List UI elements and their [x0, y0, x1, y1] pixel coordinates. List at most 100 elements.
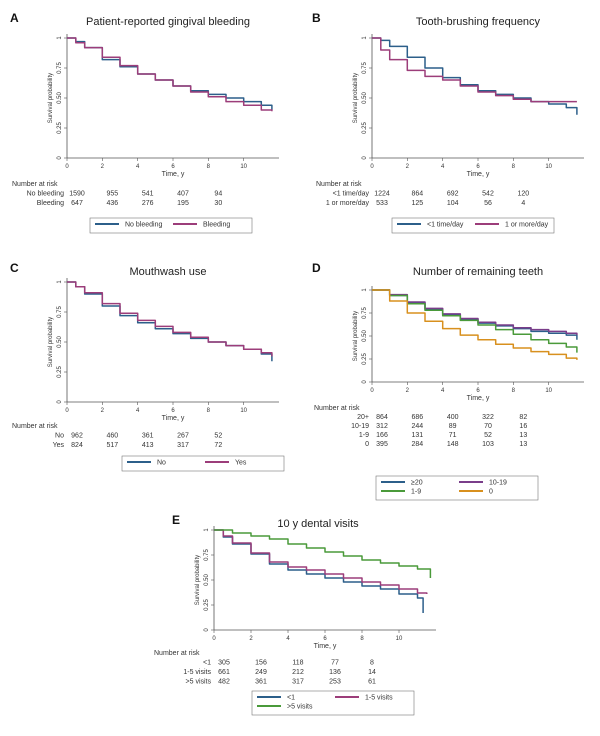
y-axis-label: Survival probability	[195, 555, 201, 605]
panel-title: Number of remaining teeth	[413, 266, 543, 278]
x-tick-label: 2	[406, 388, 410, 394]
risk-value: 692	[447, 191, 459, 198]
series-line	[67, 281, 273, 357]
x-tick-label: 2	[101, 408, 105, 414]
risk-value: 395	[376, 441, 388, 448]
y-tick-label: 1	[57, 36, 63, 40]
legend-label: 10-19	[489, 480, 507, 487]
panel-letter: E	[172, 513, 180, 527]
legend-label: <1	[287, 695, 295, 702]
risk-value: 72	[214, 442, 222, 449]
x-tick-label: 6	[476, 388, 480, 394]
x-axis-label: Time, y	[314, 643, 337, 650]
legend-label: Bleeding	[203, 222, 230, 229]
risk-value: 244	[411, 423, 423, 430]
series-line	[67, 37, 273, 112]
y-tick-label: 0	[362, 156, 368, 160]
legend-label: Yes	[235, 460, 247, 467]
series-line	[372, 289, 578, 336]
risk-value: 864	[376, 414, 388, 421]
y-tick-label: 0	[362, 380, 368, 384]
risk-value: 322	[482, 414, 494, 421]
risk-value: 317	[177, 442, 189, 449]
y-axis-label: Survival probability	[48, 317, 54, 367]
risk-value: 82	[519, 414, 527, 421]
legend-label: 0	[489, 489, 493, 496]
panel-letter: A	[10, 11, 19, 25]
x-tick-label: 4	[441, 388, 445, 394]
x-tick-label: 10	[396, 636, 403, 642]
panel-a: A Patient-reported gingival bleeding 0 0.25…	[10, 11, 279, 234]
series-line	[372, 37, 578, 115]
x-tick-label: 0	[212, 636, 216, 642]
risk-value: 71	[449, 432, 457, 439]
risk-row-label: <1	[203, 660, 211, 667]
x-axis-label: Time, y	[162, 415, 185, 422]
x-tick-label: 6	[323, 636, 327, 642]
risk-value: 517	[106, 442, 118, 449]
risk-value: 89	[449, 423, 457, 430]
risk-value: 864	[411, 191, 423, 198]
x-tick-label: 10	[240, 164, 247, 170]
risk-value: 267	[177, 433, 189, 440]
risk-table-title: Number at risk	[314, 405, 360, 412]
x-tick-label: 4	[136, 164, 140, 170]
risk-value: 195	[177, 200, 189, 207]
y-tick-label: 0.50	[362, 92, 368, 104]
risk-value: 955	[106, 191, 118, 198]
risk-value: 284	[411, 441, 423, 448]
y-tick-label: 0.25	[362, 122, 368, 134]
legend-box	[375, 475, 539, 501]
y-tick-label: 0.75	[362, 307, 368, 319]
panel-letter: D	[312, 261, 321, 275]
risk-value: 103	[482, 441, 494, 448]
y-tick-label: 0	[57, 156, 63, 160]
y-tick-label: 1	[204, 528, 210, 532]
legend-label: No bleeding	[125, 222, 162, 229]
x-tick-label: 10	[545, 388, 552, 394]
x-tick-label: 8	[360, 636, 364, 642]
risk-value: 686	[411, 414, 423, 421]
risk-value: 16	[519, 423, 527, 430]
risk-value: 413	[142, 442, 154, 449]
y-tick-label: 0.50	[57, 92, 63, 104]
risk-value: 13	[519, 441, 527, 448]
risk-value: 482	[218, 679, 230, 686]
risk-value: 52	[484, 432, 492, 439]
risk-table-title: Number at risk	[154, 650, 200, 657]
x-axis-label: Time, y	[162, 171, 185, 178]
panel-e: E 10 y dental visits 0 0.25 0.50 0.75 1 Surviva…	[154, 513, 436, 716]
y-tick-label: 0.75	[57, 62, 63, 74]
y-tick-label: 0.25	[204, 599, 210, 611]
y-tick-label: 0.50	[57, 336, 63, 348]
legend-box	[251, 690, 415, 716]
y-tick-label: 0.50	[362, 330, 368, 342]
risk-value: 125	[411, 200, 423, 207]
y-tick-label: 1	[57, 280, 63, 284]
panel-c: C Mouthwash use 0 0.25 0.50 0.75 1 Survival pro…	[10, 261, 285, 472]
risk-value: 661	[218, 669, 230, 676]
legend-label: 1-5 visits	[365, 695, 393, 702]
y-tick-label: 0.25	[362, 353, 368, 365]
x-tick-label: 4	[286, 636, 290, 642]
risk-value: 212	[292, 669, 304, 676]
risk-table-title: Number at risk	[316, 181, 362, 188]
x-tick-label: 8	[512, 388, 516, 394]
risk-value: 131	[411, 432, 423, 439]
risk-row-label: No	[55, 433, 64, 440]
risk-value: 14	[368, 669, 376, 676]
risk-value: 253	[329, 679, 341, 686]
risk-row-label: Yes	[53, 442, 65, 449]
risk-row-label: 1-5 visits	[183, 669, 211, 676]
y-axis-label: Survival probability	[353, 73, 359, 123]
risk-row-label: 20+	[357, 414, 369, 421]
risk-value: 647	[71, 200, 83, 207]
risk-value: 148	[447, 441, 459, 448]
risk-value: 276	[142, 200, 154, 207]
x-tick-label: 0	[65, 164, 69, 170]
y-tick-label: 0	[204, 628, 210, 632]
risk-value: 104	[447, 200, 459, 207]
x-tick-label: 8	[207, 164, 211, 170]
series-line	[372, 289, 578, 360]
